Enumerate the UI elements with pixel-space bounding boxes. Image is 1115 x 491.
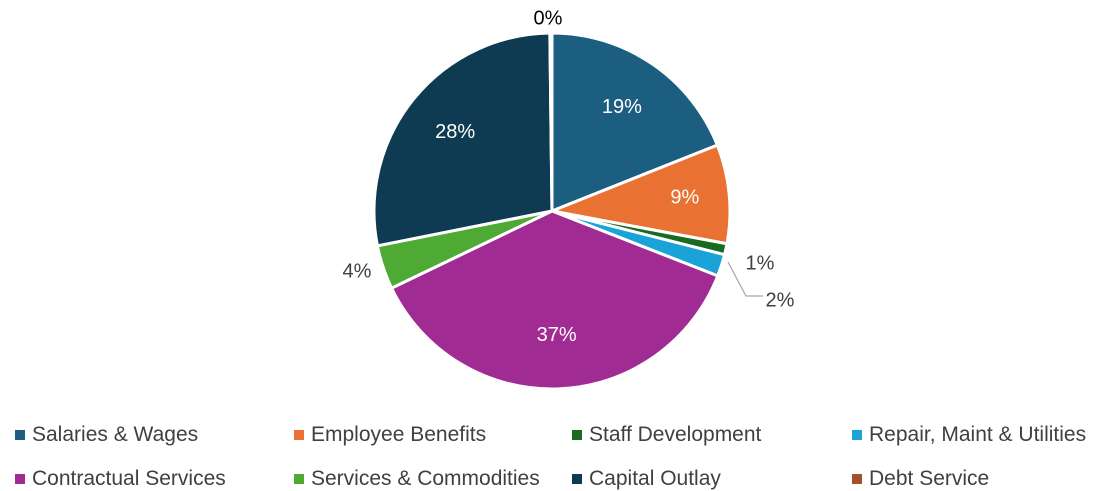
pie-chart: 19% 9% 1% 2% 37% 4% 28% 0% — [343, 7, 795, 391]
pie-slice-contractual-services — [390, 209, 720, 391]
data-label: 4% — [343, 260, 372, 282]
legend-swatch — [572, 430, 582, 440]
pie-slice-debt-service — [548, 31, 554, 213]
legend-label: Repair, Maint & Utilities — [869, 423, 1087, 446]
legend-item-contractual-services: Contractual Services — [15, 467, 226, 491]
legend-label: Employee Benefits — [311, 423, 487, 446]
data-label: 28% — [435, 121, 475, 143]
data-label: 2% — [766, 289, 795, 311]
legend-swatch — [852, 474, 862, 484]
legend-swatch — [294, 430, 304, 440]
pie-slice-salaries-wages — [550, 31, 719, 213]
leader-line — [727, 261, 763, 297]
legend-item-capital-outlay: Capital Outlay — [572, 467, 721, 491]
legend-item-services-commodities: Services & Commodities — [294, 467, 540, 491]
data-label: 9% — [670, 186, 699, 208]
data-label: 19% — [602, 96, 642, 118]
data-label: 37% — [537, 324, 577, 346]
legend-item-staff-development: Staff Development — [572, 423, 761, 447]
legend-item-repair-maint-utilities: Repair, Maint & Utilities — [852, 423, 1086, 447]
legend-item-debt-service: Debt Service — [852, 467, 989, 491]
legend-item-salaries-wages: Salaries & Wages — [15, 423, 198, 447]
legend-swatch — [15, 430, 25, 440]
legend-swatch — [294, 474, 304, 484]
legend: Salaries & Wages Employee Benefits Staff… — [0, 405, 1115, 490]
legend-label: Services & Commodities — [311, 467, 540, 490]
data-label: 1% — [746, 252, 775, 274]
legend-label: Debt Service — [869, 467, 990, 490]
legend-label: Capital Outlay — [589, 467, 721, 490]
pie-slice-capital-outlay — [372, 31, 554, 248]
data-label: 0% — [534, 7, 563, 29]
legend-swatch — [572, 474, 582, 484]
legend-swatch — [15, 474, 25, 484]
legend-swatch — [852, 430, 862, 440]
legend-label: Staff Development — [589, 423, 762, 446]
legend-label: Salaries & Wages — [32, 423, 199, 446]
legend-label: Contractual Services — [32, 467, 226, 490]
legend-item-employee-benefits: Employee Benefits — [294, 423, 486, 447]
